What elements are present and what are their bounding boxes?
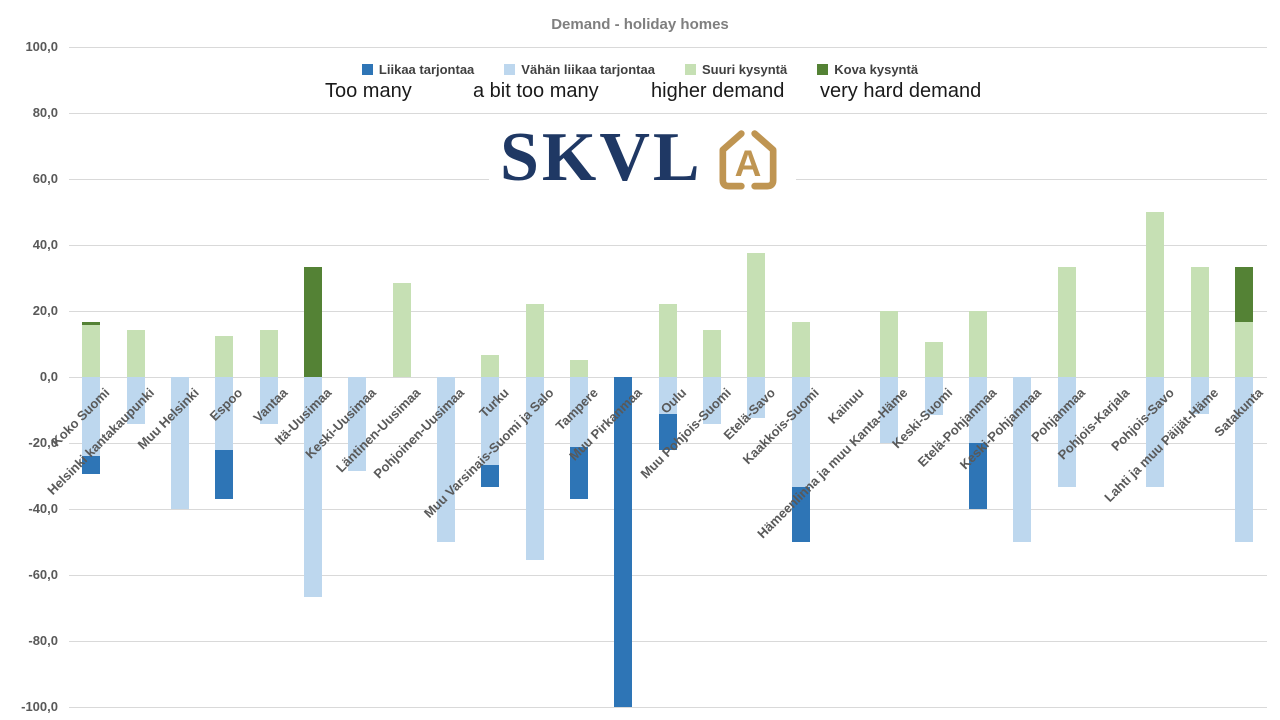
bar-segment-vahan-liikaa-tarjontaa (481, 377, 500, 466)
bar-segment-vahan-liikaa-tarjontaa (1013, 377, 1032, 542)
bar-segment-suuri-kysynta (525, 303, 544, 377)
legend-item-vahan-liikaa-tarjontaa: Vähän liikaa tarjontaa (504, 62, 655, 77)
bar-segment-suuri-kysynta (1190, 267, 1209, 377)
bar-segment-vahan-liikaa-tarjontaa (525, 377, 544, 561)
x-axis-category-label: Kainuu (824, 385, 867, 427)
bar-segment-liikaa-tarjontaa (569, 446, 588, 499)
house-a-icon: A (719, 130, 777, 190)
legend-marker-kova-kysynta (817, 64, 829, 75)
y-axis-tick-label: -40,0 (28, 501, 58, 516)
legend-marker-vahan-liikaa-tarjontaa (504, 64, 516, 75)
bar-segment-suuri-kysynta (215, 335, 234, 377)
gridline-40 (69, 245, 1267, 246)
bar-segment-suuri-kysynta (569, 359, 588, 377)
bar-segment-vahan-liikaa-tarjontaa (924, 377, 943, 415)
skvl-logo-text: SKVL (500, 119, 703, 196)
bar-segment-vahan-liikaa-tarjontaa (1234, 377, 1253, 542)
bar-segment-suuri-kysynta (1146, 212, 1165, 377)
bar-segment-kova-kysynta (82, 321, 101, 325)
gridline--80 (69, 641, 1267, 642)
annotation-text: Too many (325, 80, 412, 102)
bar-segment-vahan-liikaa-tarjontaa (702, 377, 721, 425)
bar-segment-liikaa-tarjontaa (791, 486, 810, 542)
bar-segment-suuri-kysynta (481, 354, 500, 377)
bar-segment-suuri-kysynta (747, 253, 766, 377)
bar-segment-suuri-kysynta (126, 329, 145, 377)
bar-segment-suuri-kysynta (1234, 321, 1253, 377)
annotation-text: higher demand (651, 80, 785, 102)
legend-marker-liikaa-tarjontaa (361, 64, 373, 75)
legend-item-suuri-kysynta: Suuri kysyntä (684, 62, 788, 77)
bar-segment-vahan-liikaa-tarjontaa (82, 377, 101, 456)
bar-segment-vahan-liikaa-tarjontaa (126, 377, 145, 425)
y-axis-tick-label: -100,0 (21, 699, 58, 714)
gridline--100 (69, 707, 1267, 708)
bar-segment-vahan-liikaa-tarjontaa (880, 377, 899, 443)
bar-segment-vahan-liikaa-tarjontaa (348, 377, 367, 472)
y-axis-tick-label: 80,0 (32, 105, 58, 120)
bar-segment-liikaa-tarjontaa (614, 377, 633, 707)
y-axis-tick-label: 40,0 (32, 237, 58, 252)
bar-segment-vahan-liikaa-tarjontaa (791, 377, 810, 487)
bar-segment-liikaa-tarjontaa (658, 413, 677, 451)
bar-segment-vahan-liikaa-tarjontaa (1057, 377, 1076, 487)
legend-label: Suuri kysyntä (701, 62, 788, 77)
y-axis-tick-label: 20,0 (32, 303, 58, 318)
bar-segment-liikaa-tarjontaa (481, 465, 500, 488)
bar-segment-vahan-liikaa-tarjontaa (968, 377, 987, 443)
bar-segment-suuri-kysynta (702, 329, 721, 377)
bar-segment-vahan-liikaa-tarjontaa (1190, 377, 1209, 414)
bar-segment-vahan-liikaa-tarjontaa (170, 377, 189, 509)
legend-item-kova-kysynta: Kova kysyntä (817, 62, 918, 77)
bar-segment-suuri-kysynta (82, 324, 101, 377)
legend-label: Liikaa tarjontaa (378, 62, 475, 77)
bar-segment-vahan-liikaa-tarjontaa (436, 377, 455, 542)
legend-label: Kova kysyntä (834, 62, 919, 77)
bar-segment-suuri-kysynta (259, 329, 278, 377)
bar-segment-kova-kysynta (1234, 266, 1253, 322)
chart-title: Demand - holiday homes (551, 16, 729, 33)
y-axis-tick-label: -80,0 (28, 633, 58, 648)
y-axis-tick-label: 100,0 (25, 39, 58, 54)
y-axis-tick-label: -20,0 (28, 435, 58, 450)
bar-segment-suuri-kysynta (1057, 267, 1076, 377)
y-axis-tick-label: -60,0 (28, 567, 58, 582)
bar-segment-vahan-liikaa-tarjontaa (658, 377, 677, 414)
y-axis-tick-label: 0,0 (39, 369, 58, 384)
logo-background-patch (489, 114, 796, 198)
legend-item-liikaa-tarjontaa: Liikaa tarjontaa (361, 62, 475, 77)
gridline--60 (69, 575, 1267, 576)
bar-segment-vahan-liikaa-tarjontaa (259, 377, 278, 425)
annotation-text: very hard demand (820, 80, 982, 102)
bar-segment-kova-kysynta (303, 267, 322, 377)
bar-segment-vahan-liikaa-tarjontaa (747, 377, 766, 419)
bar-segment-vahan-liikaa-tarjontaa (303, 377, 322, 598)
bar-segment-suuri-kysynta (880, 311, 899, 377)
y-axis-tick-label: 60,0 (32, 171, 58, 186)
bar-segment-suuri-kysynta (791, 321, 810, 377)
skvl-logo: SKVL A (500, 118, 800, 198)
bar-segment-vahan-liikaa-tarjontaa (569, 377, 588, 447)
svg-text:A: A (734, 143, 761, 184)
bar-segment-suuri-kysynta (968, 311, 987, 377)
bar-segment-liikaa-tarjontaa (968, 443, 987, 509)
gridline-80 (69, 113, 1267, 114)
gridline--40 (69, 509, 1267, 510)
bar-segment-vahan-liikaa-tarjontaa (1146, 377, 1165, 487)
bar-segment-suuri-kysynta (924, 342, 943, 377)
legend-marker-suuri-kysynta (684, 64, 696, 75)
gridline-100 (69, 47, 1267, 48)
annotation-text: a bit too many (473, 80, 599, 102)
bar-segment-suuri-kysynta (392, 282, 411, 377)
bar-segment-liikaa-tarjontaa (82, 455, 101, 474)
bar-segment-vahan-liikaa-tarjontaa (215, 377, 234, 451)
legend-label: Vähän liikaa tarjontaa (521, 62, 655, 77)
bar-segment-liikaa-tarjontaa (215, 450, 234, 500)
bar-segment-suuri-kysynta (658, 303, 677, 377)
chart-legend: Liikaa tarjontaa Vähän liikaa tarjontaa Su… (0, 62, 1280, 77)
